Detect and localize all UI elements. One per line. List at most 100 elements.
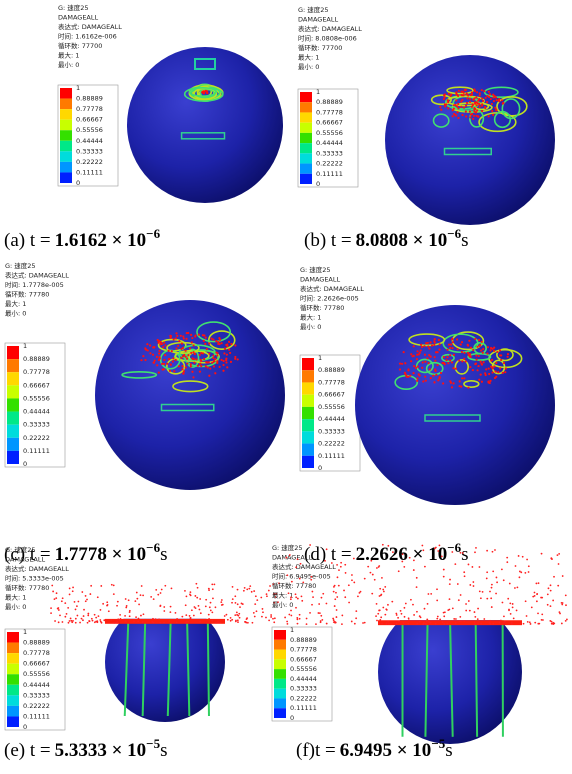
debris-dot <box>396 614 398 616</box>
damage-dot <box>191 337 193 339</box>
debris-dot <box>185 604 187 606</box>
legend-label: 0.33333 <box>23 421 50 429</box>
damage-dot <box>507 353 509 355</box>
damage-dot <box>209 367 211 369</box>
debris-dot <box>409 557 411 559</box>
debris-dot <box>120 618 122 620</box>
damage-dot <box>447 107 449 109</box>
damage-dot <box>459 380 461 382</box>
panel: G: 速度25DAMAGEALL表达式: DAMAGEALL时间: 2.2626… <box>300 265 555 565</box>
damage-dot <box>439 376 441 378</box>
legend-label: 0.77778 <box>290 646 317 654</box>
debris-dot <box>455 622 457 624</box>
damage-dot <box>467 387 469 389</box>
debris-dot <box>479 566 481 568</box>
debris-dot <box>262 611 264 613</box>
debris-dot <box>489 591 491 593</box>
debris-dot <box>528 565 530 567</box>
debris-dot <box>160 605 162 607</box>
debris-dot <box>297 598 299 600</box>
damage-dot <box>501 99 503 101</box>
debris-dot <box>382 589 384 591</box>
damage-dot <box>425 380 427 382</box>
debris-dot <box>299 618 301 620</box>
debris-dot <box>69 588 71 590</box>
debris-dot <box>87 613 89 615</box>
debris-dot <box>52 591 54 593</box>
damage-dot <box>205 337 207 339</box>
damage-dot <box>413 355 415 357</box>
damage-dot <box>153 346 155 348</box>
debris-dot <box>108 610 110 612</box>
debris-dot <box>187 621 189 623</box>
damage-dot <box>199 354 201 356</box>
debris-dot <box>370 560 372 562</box>
debris-dot <box>455 618 457 620</box>
damage-dot <box>471 106 473 108</box>
debris-dot <box>247 622 249 624</box>
legend-band <box>60 130 72 141</box>
legend-label: 0.44444 <box>290 675 317 683</box>
debris-dot <box>536 600 538 602</box>
debris-dot <box>262 608 264 610</box>
debris-dot <box>89 593 91 595</box>
debris-dot <box>81 618 83 620</box>
debris-dot <box>87 615 89 617</box>
debris-dot <box>379 595 381 597</box>
sphere-body <box>385 55 555 225</box>
header-line: 循环数: 77700 <box>298 43 342 52</box>
debris-dot <box>434 548 436 550</box>
legend-band <box>7 685 19 696</box>
debris-dot <box>137 620 139 622</box>
debris-dot <box>112 622 114 624</box>
debris-dot <box>261 616 263 618</box>
legend-band <box>7 372 19 385</box>
debris-dot <box>152 618 154 620</box>
debris-dot <box>503 579 505 581</box>
damage-dot <box>426 357 428 359</box>
debris-dot <box>142 594 144 596</box>
damage-dot <box>403 351 405 353</box>
damage-dot <box>195 358 197 360</box>
damage-dot <box>463 107 465 109</box>
debris-dot <box>231 602 233 604</box>
damage-dot <box>178 340 180 342</box>
debris-dot <box>473 585 475 587</box>
debris-dot <box>51 585 53 587</box>
debris-dot <box>199 621 201 623</box>
debris-dot <box>501 623 503 625</box>
damage-dot <box>482 348 484 350</box>
debris-dot <box>268 590 270 592</box>
damage-dot <box>465 360 467 362</box>
caption-exponent: −6 <box>146 540 160 555</box>
damage-dot <box>424 354 426 356</box>
legend-band <box>7 716 19 727</box>
header-line: DAMAGEALL <box>300 276 340 284</box>
sphere <box>127 47 283 203</box>
debris-dot <box>477 608 479 610</box>
damage-dot <box>460 343 462 345</box>
header-line: 最小: 0 <box>5 309 26 318</box>
debris-dot <box>385 623 387 625</box>
debris-dot <box>320 615 322 617</box>
legend-band <box>274 640 286 650</box>
debris-dot <box>222 604 224 606</box>
legend-label: 0.33333 <box>23 691 50 699</box>
debris-dot <box>199 609 201 611</box>
debris-dot <box>504 621 506 623</box>
debris-dot <box>287 623 289 625</box>
debris-dot <box>535 583 537 585</box>
damage-dot <box>424 376 426 378</box>
debris-dot <box>301 600 303 602</box>
damage-dot <box>212 357 214 359</box>
debris-dot <box>333 621 335 623</box>
debris-dot <box>232 598 234 600</box>
debris-dot <box>391 601 393 603</box>
legend-band <box>274 659 286 669</box>
debris-dot <box>540 597 542 599</box>
legend-band <box>302 419 314 431</box>
damage-dot <box>460 100 462 102</box>
damage-dot <box>432 375 434 377</box>
header-line: 时间: 2.2626e-005 <box>300 294 359 303</box>
debris-dot <box>83 609 85 611</box>
